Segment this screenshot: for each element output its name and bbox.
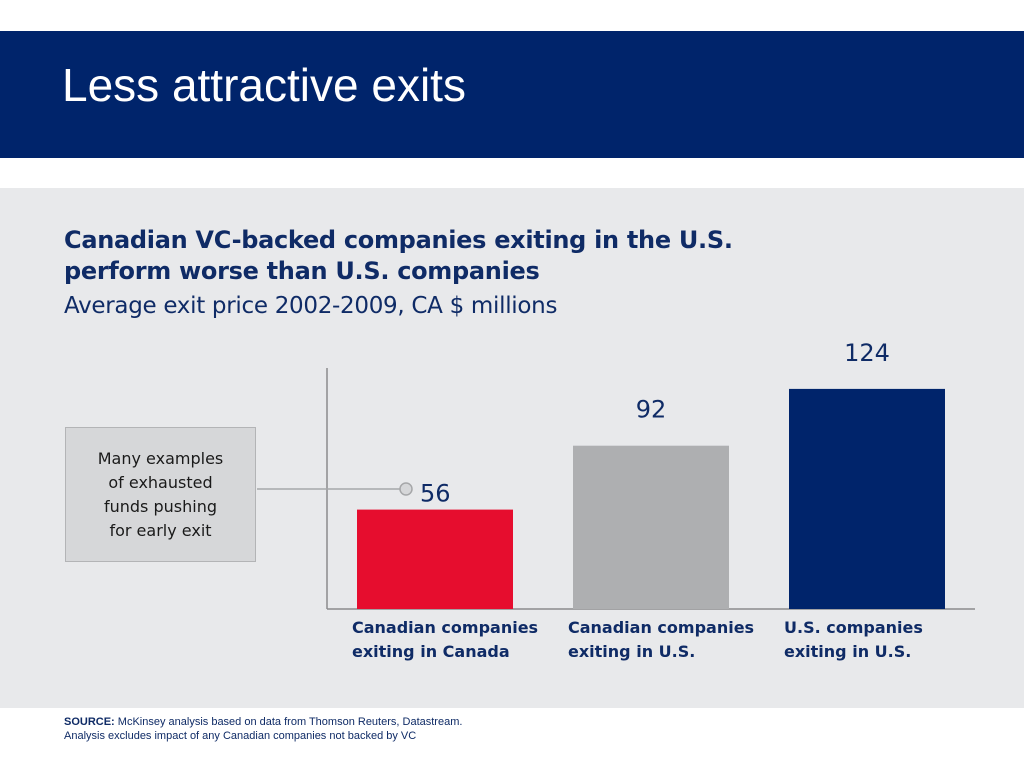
category-label-canadian-in-canada: Canadian companies exiting in Canada — [352, 618, 539, 661]
callout-text: Many examples of exhausted funds pushing… — [97, 448, 224, 540]
title-band — [0, 31, 1024, 158]
slide-title: Less attractive exits — [62, 59, 466, 111]
category-label-canadian-in-us: Canadian companies exiting in U.S. — [568, 618, 755, 661]
source-label: SOURCE: — [64, 716, 115, 728]
bar-us-in-us — [789, 388, 945, 609]
chart-title-line-1: Canadian VC-backed companies exiting in … — [64, 226, 733, 254]
bar-canadian-in-canada — [357, 509, 513, 609]
value-labels-group: 56 92 124 — [420, 339, 890, 508]
value-label-us-in-us: 124 — [844, 339, 890, 367]
chart-subtitle: Average exit price 2002-2009, CA $ milli… — [64, 293, 558, 319]
source-note: Analysis excludes impact of any Canadian… — [64, 730, 417, 742]
category-label-us-in-us: U.S. companies exiting in U.S. — [784, 618, 923, 661]
chart-title-line-2: perform worse than U.S. companies — [64, 257, 540, 285]
callout-marker-dot — [399, 482, 413, 496]
value-label-canadian-in-canada: 56 — [420, 480, 451, 508]
footer-source: SOURCE: McKinsey analysis based on data … — [64, 715, 462, 743]
bar-canadian-in-us — [573, 445, 729, 609]
callout-box: Many examples of exhausted funds pushing… — [65, 427, 256, 562]
source-text: McKinsey analysis based on data from Tho… — [114, 716, 463, 728]
value-label-canadian-in-us: 92 — [636, 396, 667, 424]
bars-group — [357, 388, 945, 609]
